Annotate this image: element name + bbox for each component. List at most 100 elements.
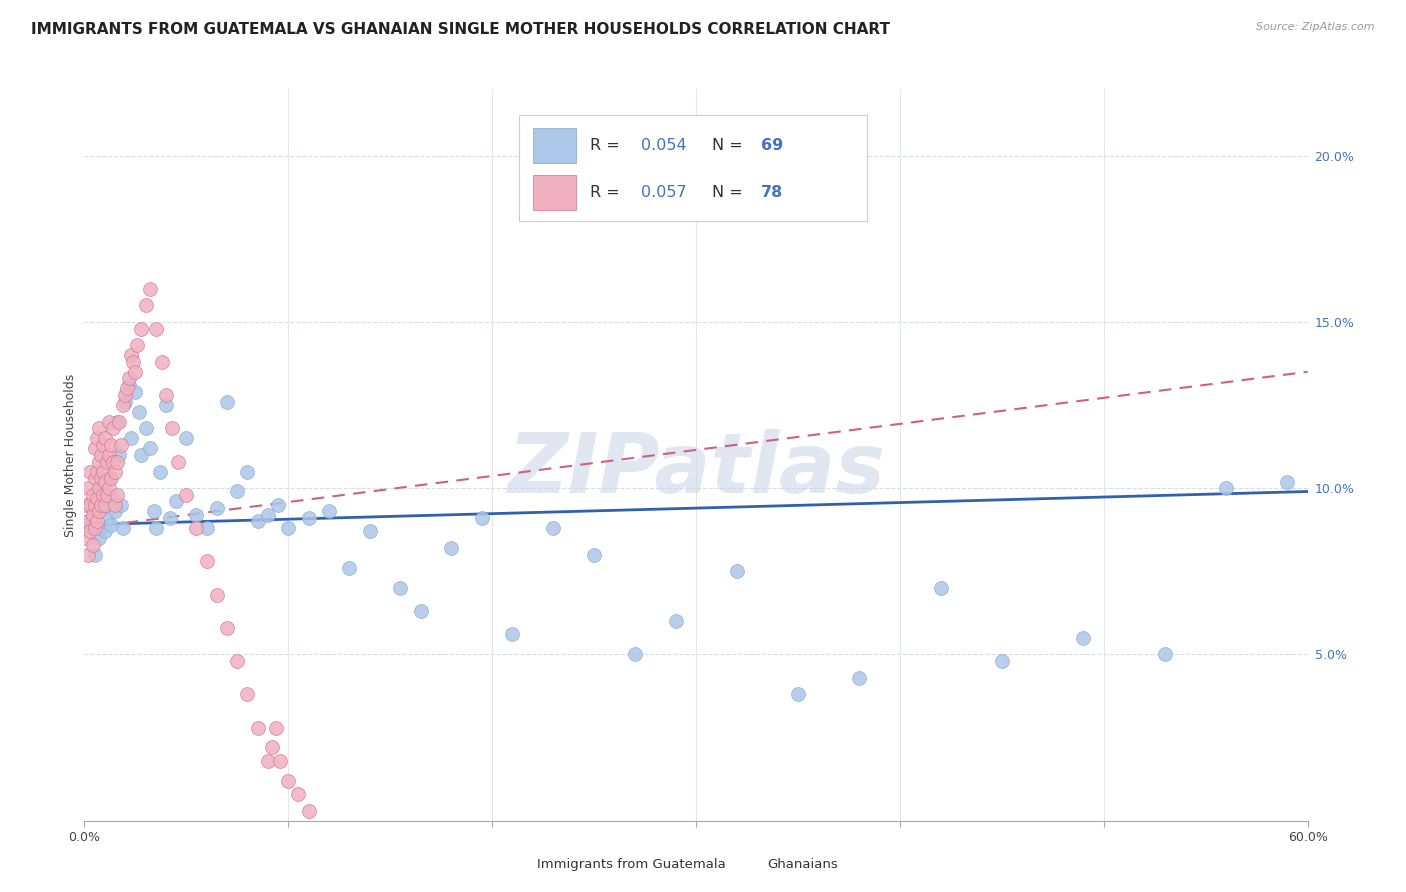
Point [167, 454, 190, 468]
Point [409, 604, 432, 618]
Point [83, 471, 105, 485]
Point [298, 511, 321, 525]
Point [145, 321, 167, 335]
Point [77, 515, 100, 529]
Text: R =: R = [589, 185, 624, 200]
Point [79, 498, 101, 512]
Point [97, 448, 120, 462]
Point [105, 488, 128, 502]
Point [90, 448, 112, 462]
Point [93, 524, 115, 539]
Point [93, 498, 115, 512]
Point [725, 564, 748, 578]
Point [155, 398, 177, 412]
Text: Source: ZipAtlas.com: Source: ZipAtlas.com [1257, 22, 1375, 32]
Point [583, 548, 606, 562]
Point [90, 471, 112, 485]
Point [83, 548, 105, 562]
Point [101, 421, 124, 435]
Text: IMMIGRANTS FROM GUATEMALA VS GHANAIAN SINGLE MOTHER HOUSEHOLDS CORRELATION CHART: IMMIGRANTS FROM GUATEMALA VS GHANAIAN SI… [31, 22, 890, 37]
Point [217, 394, 239, 409]
Point [246, 721, 269, 735]
Point [1073, 631, 1095, 645]
Point [186, 508, 208, 522]
Point [83, 521, 105, 535]
Text: 69: 69 [761, 138, 783, 153]
Point [260, 740, 283, 755]
Text: 0.054: 0.054 [641, 138, 686, 153]
Point [787, 687, 810, 701]
Point [86, 491, 108, 505]
Point [160, 421, 183, 435]
Point [155, 388, 177, 402]
Point [122, 355, 145, 369]
Point [174, 488, 197, 502]
Point [77, 515, 100, 529]
Point [543, 521, 565, 535]
Point [87, 504, 110, 518]
Point [267, 498, 290, 512]
Point [96, 454, 118, 468]
Point [108, 415, 131, 429]
Point [97, 415, 120, 429]
Text: N =: N = [711, 185, 748, 200]
Point [96, 488, 118, 502]
Point [246, 515, 269, 529]
Point [471, 511, 494, 525]
Point [87, 454, 110, 468]
Point [93, 488, 115, 502]
Point [226, 654, 249, 668]
Point [665, 614, 688, 628]
Text: R =: R = [589, 138, 624, 153]
Point [105, 454, 128, 468]
Point [90, 481, 112, 495]
Point [257, 508, 280, 522]
Point [277, 773, 299, 788]
Point [79, 524, 101, 539]
Point [217, 621, 239, 635]
Point [131, 448, 153, 462]
Point [83, 508, 105, 522]
Point [269, 754, 291, 768]
Point [82, 538, 104, 552]
Point [195, 521, 218, 535]
Point [359, 524, 381, 539]
Point [287, 787, 309, 801]
Point [91, 501, 114, 516]
Point [93, 475, 115, 489]
Point [131, 321, 153, 335]
Point [112, 398, 135, 412]
Point [82, 488, 104, 502]
Point [108, 448, 131, 462]
Point [991, 654, 1014, 668]
Point [87, 481, 110, 495]
Point [82, 498, 104, 512]
Point [79, 465, 101, 479]
Point [145, 521, 167, 535]
Point [142, 504, 165, 518]
Text: N =: N = [711, 138, 748, 153]
Point [75, 498, 97, 512]
Point [138, 442, 160, 456]
Point [86, 515, 108, 529]
Point [104, 498, 127, 512]
Point [104, 465, 127, 479]
Point [195, 554, 218, 568]
Point [91, 488, 114, 502]
Point [236, 687, 259, 701]
Point [318, 504, 340, 518]
Point [77, 481, 100, 495]
Point [87, 421, 110, 435]
Point [226, 484, 249, 499]
Point [87, 504, 110, 518]
Point [112, 521, 135, 535]
Point [339, 561, 361, 575]
Point [110, 498, 132, 512]
Point [86, 494, 108, 508]
Point [90, 521, 112, 535]
Point [87, 531, 110, 545]
Point [100, 471, 122, 485]
Point [389, 581, 412, 595]
Point [1154, 648, 1177, 662]
Point [205, 588, 228, 602]
